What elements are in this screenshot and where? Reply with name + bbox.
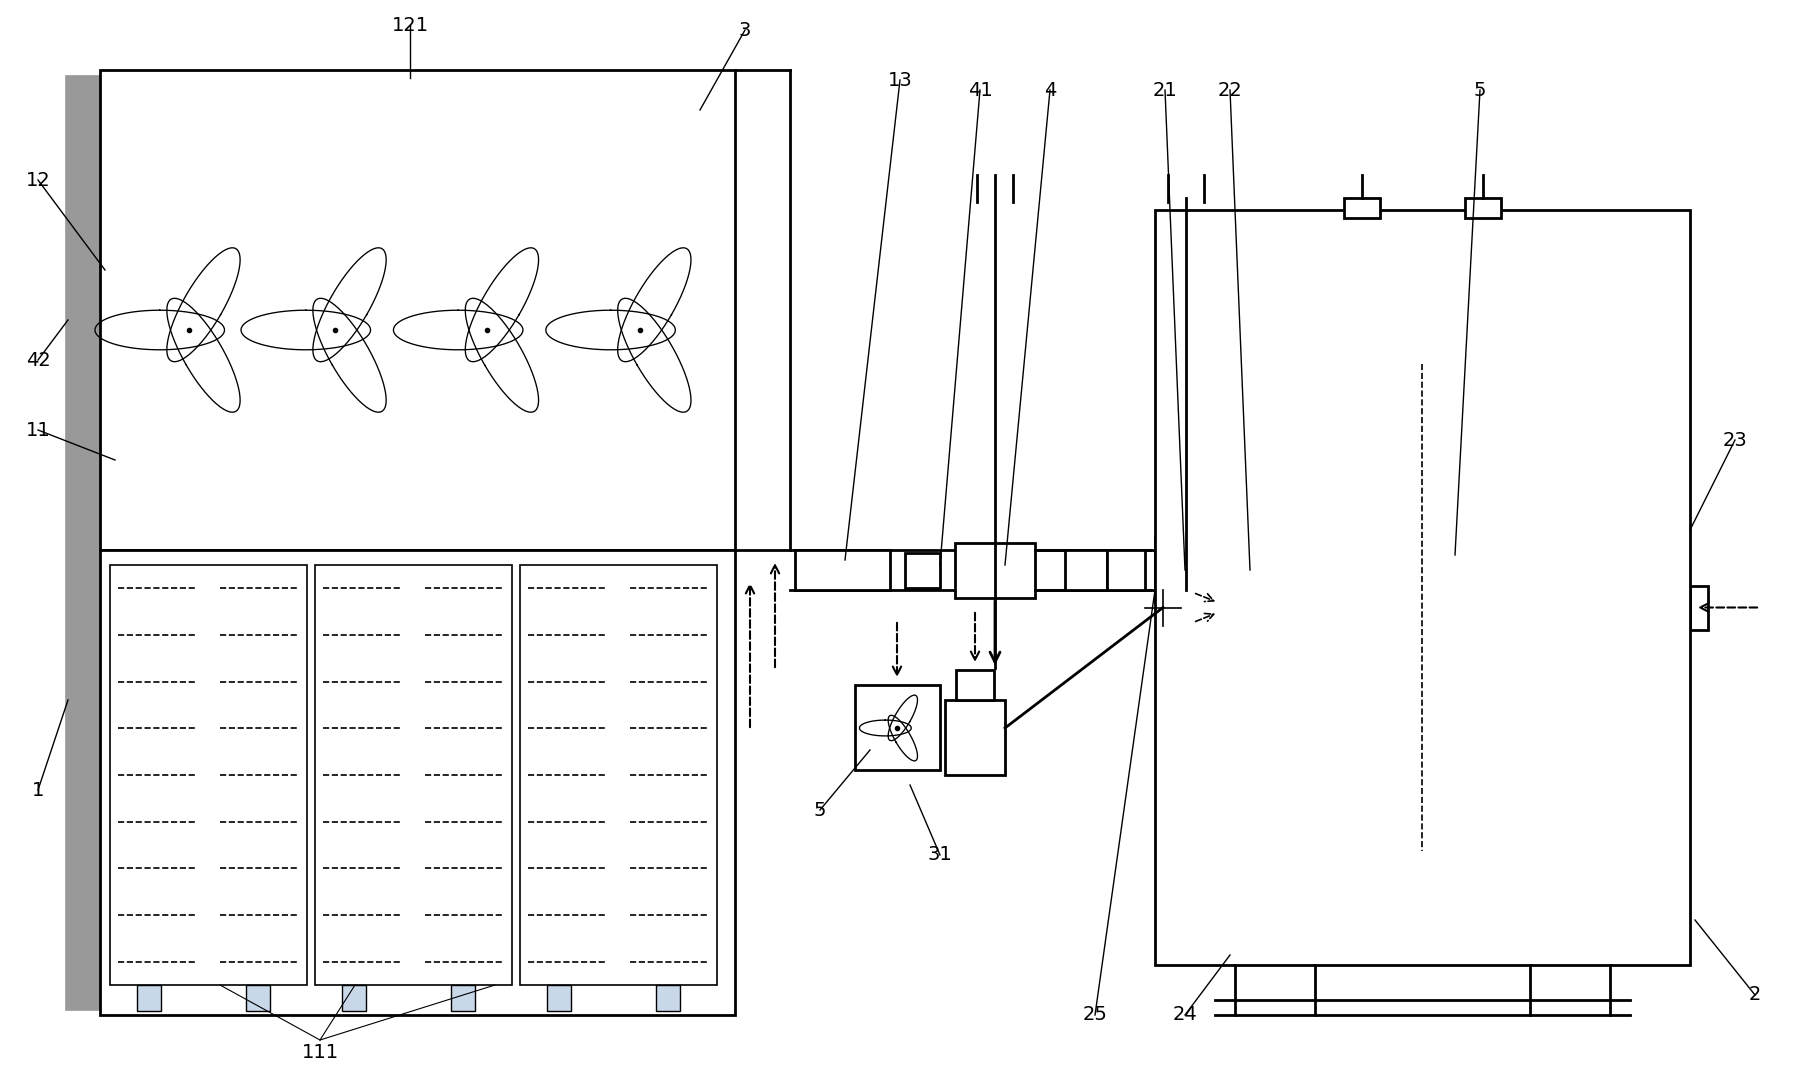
Bar bbox=[451, 985, 475, 1011]
Text: 24: 24 bbox=[1172, 1005, 1197, 1025]
Bar bbox=[342, 985, 367, 1011]
Bar bbox=[1343, 198, 1379, 218]
Text: 23: 23 bbox=[1722, 431, 1746, 449]
Bar bbox=[1106, 550, 1144, 590]
Bar bbox=[315, 565, 512, 985]
Bar bbox=[304, 84, 336, 129]
Text: 31: 31 bbox=[928, 846, 951, 864]
Text: 4: 4 bbox=[1043, 81, 1055, 99]
Bar bbox=[955, 543, 1034, 598]
Bar bbox=[110, 565, 307, 985]
Bar bbox=[137, 985, 162, 1011]
Text: 21: 21 bbox=[1153, 81, 1176, 99]
Bar bbox=[65, 75, 101, 1010]
Bar bbox=[854, 685, 940, 770]
Bar bbox=[1465, 198, 1501, 218]
Bar bbox=[225, 84, 255, 129]
Text: 22: 22 bbox=[1217, 81, 1242, 99]
Bar bbox=[246, 985, 270, 1011]
Bar bbox=[108, 78, 728, 135]
Bar bbox=[904, 553, 940, 588]
Bar bbox=[547, 985, 572, 1011]
Bar bbox=[1064, 550, 1106, 590]
Text: 111: 111 bbox=[302, 1042, 338, 1062]
Bar bbox=[656, 985, 680, 1011]
Bar bbox=[383, 84, 415, 129]
Bar bbox=[1154, 210, 1688, 966]
Bar bbox=[144, 84, 176, 129]
Bar bbox=[955, 670, 994, 700]
Bar bbox=[795, 550, 890, 590]
Text: 3: 3 bbox=[739, 21, 752, 40]
Bar bbox=[101, 550, 735, 1015]
Text: 13: 13 bbox=[886, 70, 912, 90]
Bar bbox=[543, 84, 575, 129]
Bar bbox=[101, 70, 735, 550]
Text: 25: 25 bbox=[1082, 1005, 1108, 1025]
Bar bbox=[520, 565, 717, 985]
Text: 2: 2 bbox=[1748, 985, 1760, 1004]
Text: 121: 121 bbox=[392, 15, 428, 35]
Bar bbox=[464, 84, 496, 129]
Text: 1: 1 bbox=[32, 781, 45, 799]
Text: 5: 5 bbox=[813, 800, 825, 820]
Text: 11: 11 bbox=[25, 420, 50, 440]
Bar bbox=[944, 700, 1005, 775]
Text: 5: 5 bbox=[1473, 81, 1485, 99]
Bar bbox=[1154, 537, 1219, 602]
Text: 12: 12 bbox=[25, 171, 50, 189]
Text: 42: 42 bbox=[25, 351, 50, 369]
Text: 41: 41 bbox=[967, 81, 992, 99]
